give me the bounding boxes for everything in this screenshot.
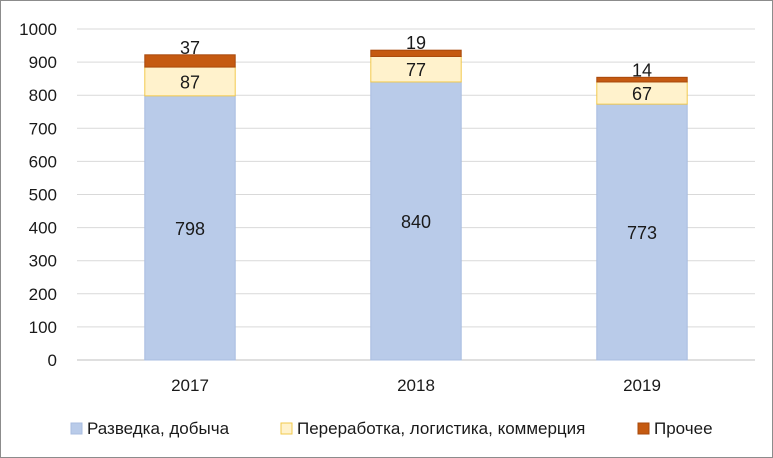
y-tick-label: 1000: [19, 20, 57, 39]
y-tick-label: 600: [29, 152, 57, 171]
y-tick-label: 400: [29, 219, 57, 238]
data-label: 840: [401, 212, 431, 232]
legend-swatch: [637, 422, 650, 435]
bar-segment: [596, 76, 688, 83]
legend-label: Переработка, логистика, коммерция: [297, 419, 585, 438]
data-label: 798: [175, 219, 205, 239]
y-axis: 0 100 200 300 400 500 600 700 800 900 1000: [19, 20, 57, 370]
y-tick-label: 500: [29, 186, 57, 205]
data-label: 14: [632, 60, 652, 80]
bar-segment: [370, 55, 462, 83]
data-label: 19: [406, 33, 426, 53]
x-tick-label: 2019: [623, 376, 661, 395]
data-label: 67: [632, 84, 652, 104]
bar-segment: [144, 54, 236, 68]
y-tick-label: 300: [29, 252, 57, 271]
y-tick-label: 200: [29, 285, 57, 304]
data-label: 773: [627, 223, 657, 243]
bar-segment: [144, 95, 236, 361]
y-tick-label: 0: [48, 351, 57, 370]
legend-label: Прочее: [654, 419, 713, 438]
bar-segment: [370, 81, 462, 361]
legend-label: Разведка, добыча: [87, 419, 230, 438]
bars: 798 87 37 840 77 19 773 67 14: [144, 33, 688, 361]
bar-segment: [596, 103, 688, 361]
y-tick-label: 700: [29, 119, 57, 138]
y-tick-label: 100: [29, 318, 57, 337]
bar-segment: [144, 66, 236, 97]
legend-swatch: [280, 422, 293, 435]
bar-segment: [370, 49, 462, 57]
y-tick-label: 900: [29, 53, 57, 72]
data-label: 87: [180, 72, 200, 92]
legend-swatch: [70, 422, 83, 435]
legend: Разведка, добыча Переработка, логистика, …: [70, 419, 713, 438]
data-label: 37: [180, 38, 200, 58]
x-axis: 2017 2018 2019: [171, 376, 661, 395]
data-label: 77: [406, 60, 426, 80]
y-tick-label: 800: [29, 86, 57, 105]
x-tick-label: 2017: [171, 376, 209, 395]
x-tick-label: 2018: [397, 376, 435, 395]
